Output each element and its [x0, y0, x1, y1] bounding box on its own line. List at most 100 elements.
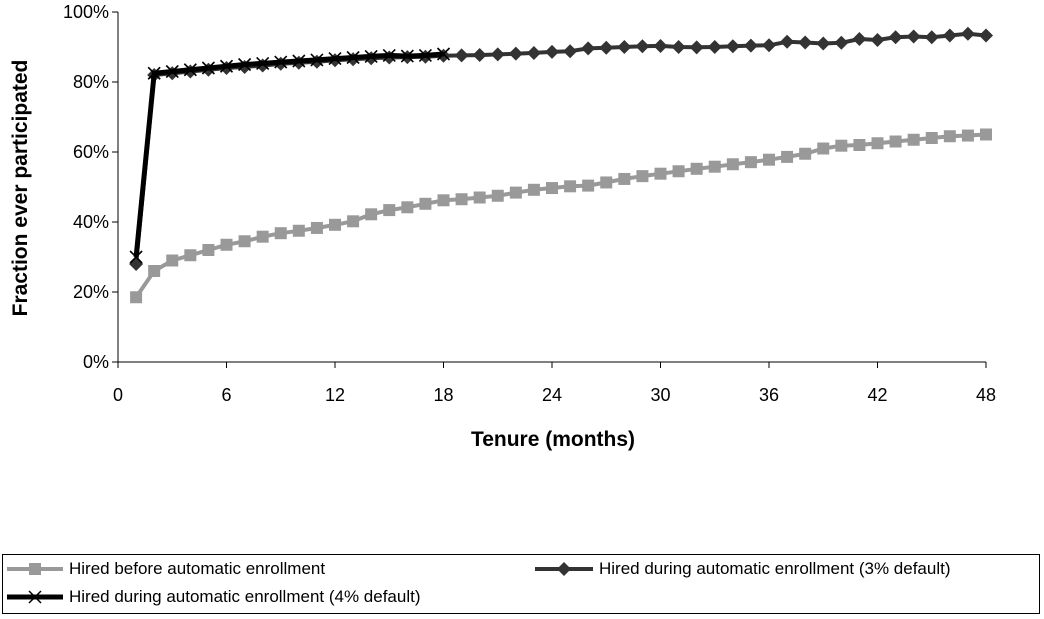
legend: Hired before automatic enrollment Hired …	[2, 554, 1040, 614]
data-point	[183, 63, 197, 77]
y-tick-label: 0%	[83, 352, 109, 372]
data-point	[310, 53, 324, 67]
data-point	[943, 130, 956, 143]
legend-item-3pct: Hired during automatic enrollment (3% de…	[533, 559, 951, 579]
data-point	[220, 238, 233, 251]
data-point	[961, 129, 974, 142]
data-point	[924, 30, 939, 45]
data-point	[129, 257, 144, 271]
data-point	[329, 218, 341, 231]
marker-stroke	[274, 55, 288, 69]
x-tick-label: 24	[542, 385, 562, 405]
marker-stroke	[382, 48, 396, 62]
marker-stroke	[256, 56, 270, 71]
data-point	[853, 139, 866, 151]
data-point	[617, 40, 632, 54]
data-point	[707, 40, 722, 54]
data-point	[274, 227, 287, 240]
data-point	[564, 180, 577, 193]
legend-swatch-4pct	[7, 590, 63, 604]
data-point	[960, 26, 975, 41]
marker-stroke	[238, 57, 252, 72]
data-point	[925, 132, 938, 144]
data-point	[889, 135, 902, 148]
data-point	[165, 64, 179, 79]
x-tick-label: 30	[650, 385, 670, 405]
data-point	[238, 235, 251, 248]
data-point	[870, 33, 885, 47]
data-point	[980, 128, 992, 141]
data-point	[256, 56, 270, 71]
data-point	[888, 30, 903, 45]
data-point	[871, 137, 884, 150]
data-point	[582, 179, 595, 192]
data-point	[130, 291, 143, 304]
marker-stroke	[201, 61, 215, 75]
data-point	[563, 44, 578, 59]
y-tick-label: 100%	[63, 2, 109, 22]
data-point	[671, 40, 686, 54]
marker-stroke	[129, 250, 143, 264]
marker-stroke	[346, 50, 360, 65]
data-point	[942, 28, 957, 43]
data-point	[238, 57, 252, 72]
marker-stroke	[364, 49, 378, 64]
data-point	[799, 147, 812, 160]
data-point	[129, 250, 143, 264]
data-point	[600, 176, 613, 189]
data-point	[383, 204, 396, 217]
data-point	[654, 167, 667, 180]
marker-stroke	[328, 51, 342, 66]
data-point	[852, 31, 867, 46]
data-point	[708, 160, 721, 173]
data-point	[725, 39, 740, 54]
x-tick-label: 48	[976, 385, 996, 405]
y-tick-label: 80%	[73, 72, 109, 92]
data-point	[472, 48, 487, 63]
data-point	[526, 45, 541, 60]
data-point	[201, 61, 215, 75]
y-axis-title: Fraction ever participated	[9, 60, 32, 317]
data-point	[835, 139, 848, 152]
data-point	[219, 59, 234, 73]
data-point	[473, 191, 486, 204]
data-point	[545, 44, 559, 59]
data-point	[527, 183, 540, 196]
legend-item-before: Hired before automatic enrollment	[5, 559, 325, 579]
marker-stroke	[165, 64, 179, 79]
x-tick-label: 0	[113, 385, 123, 405]
data-point	[618, 172, 631, 185]
data-point	[437, 194, 450, 207]
data-point	[292, 224, 305, 237]
data-point	[906, 29, 921, 44]
data-point	[816, 36, 831, 51]
marker-stroke	[436, 47, 451, 61]
data-point	[184, 249, 197, 262]
x-tick-label: 42	[867, 385, 887, 405]
data-point	[762, 38, 776, 53]
marker-stroke	[400, 49, 414, 63]
data-point	[419, 197, 432, 210]
data-point	[365, 208, 378, 221]
data-point	[979, 28, 993, 43]
y-tick-label: 60%	[73, 142, 109, 162]
x-tick-label: 36	[759, 385, 779, 405]
x-axis: 0 6 12 18 24 30 36 42 48	[113, 361, 996, 405]
data-point	[310, 221, 323, 234]
data-point	[401, 201, 414, 214]
data-point	[364, 49, 378, 64]
marker-stroke	[310, 53, 324, 67]
legend-label-3pct: Hired during automatic enrollment (3% de…	[599, 559, 951, 578]
data-point	[328, 51, 342, 66]
data-point	[781, 150, 794, 163]
data-point	[491, 189, 504, 202]
marker-stroke	[147, 66, 161, 80]
y-axis: 0% 20% 40% 60% 80% 100%	[63, 2, 119, 372]
data-point	[690, 162, 703, 175]
data-point	[726, 158, 739, 171]
data-point	[509, 186, 522, 199]
data-point	[635, 39, 650, 54]
data-point	[763, 153, 775, 166]
data-point	[292, 54, 306, 68]
legend-label-4pct: Hired during automatic enrollment (4% de…	[69, 587, 421, 606]
